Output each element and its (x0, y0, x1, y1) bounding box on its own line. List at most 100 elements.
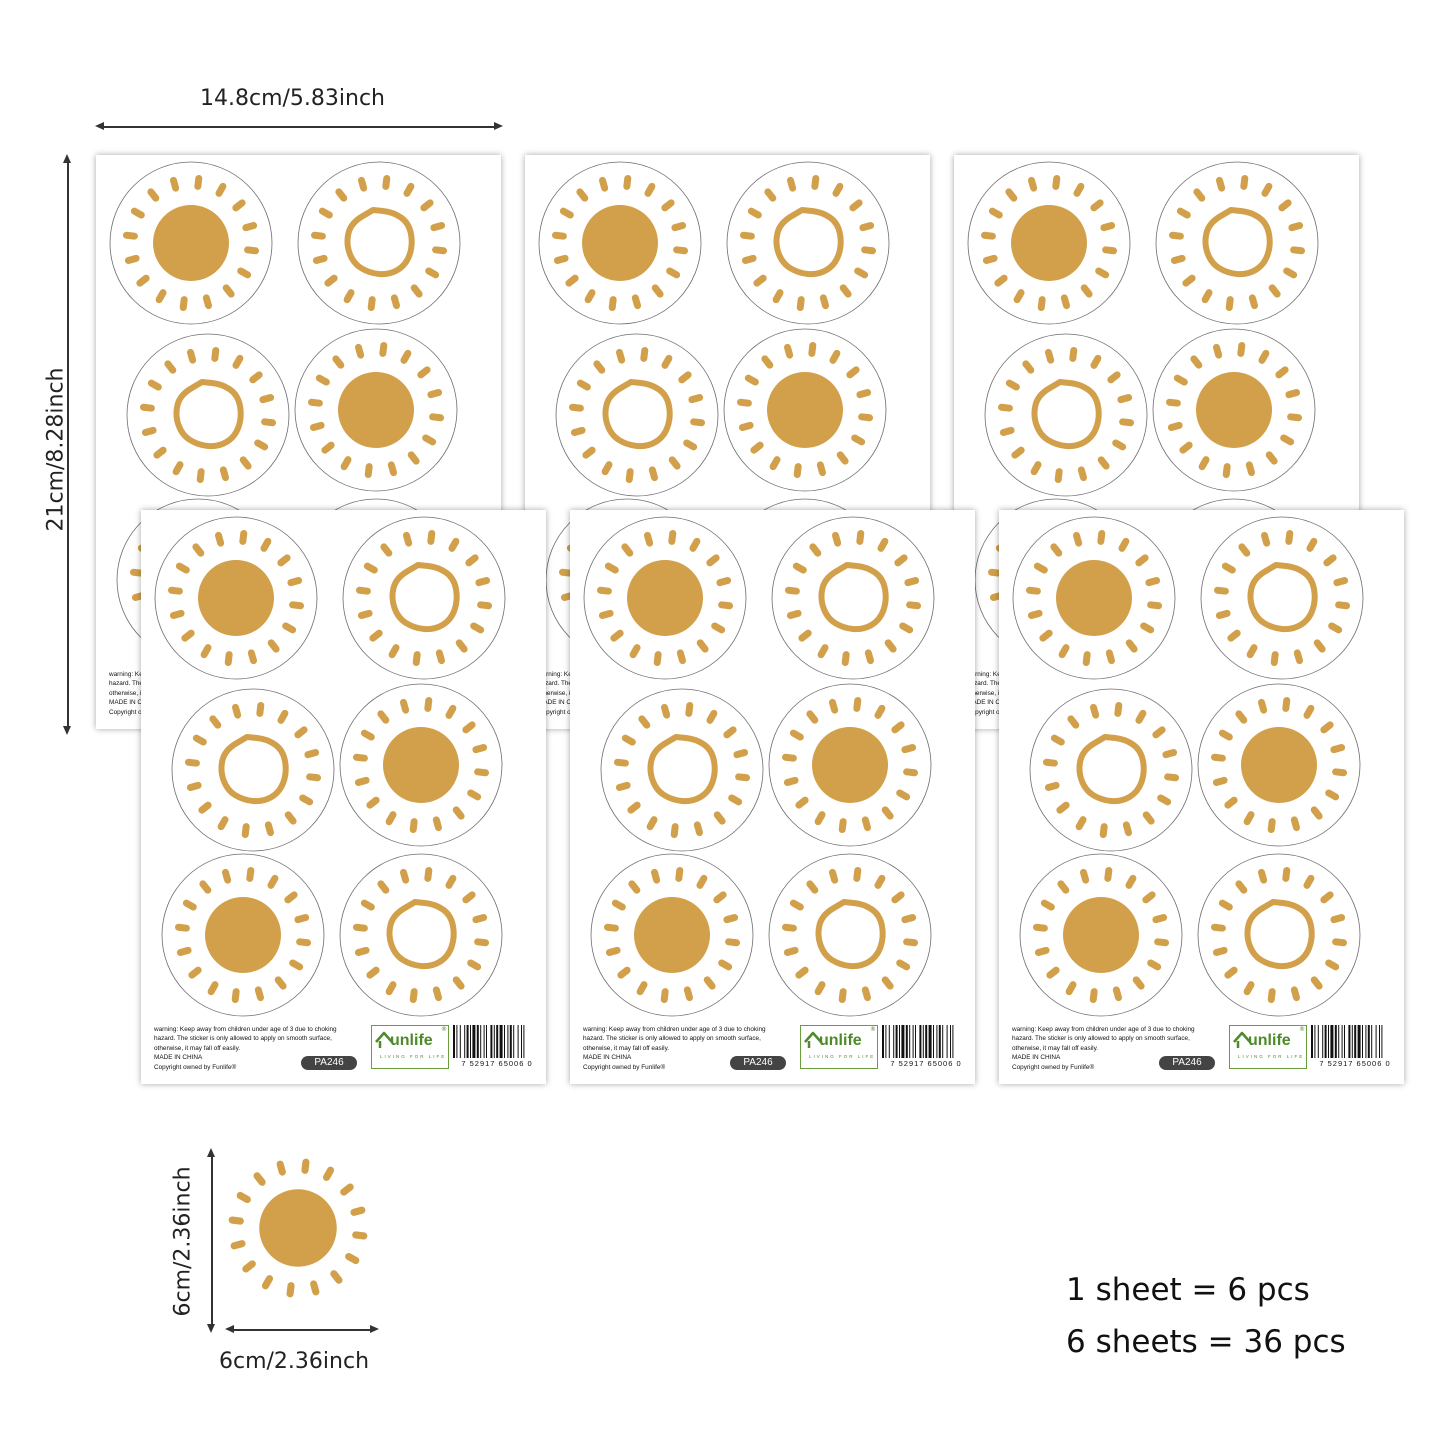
product-code-badge: PA246 (301, 1056, 357, 1070)
brand-logo-text: unlife (390, 1032, 433, 1049)
filled-sun-icon (980, 174, 1118, 312)
warning-line: Copyright owned by Funlife® (1012, 1063, 1095, 1071)
sticker-circle (339, 683, 503, 847)
outline-sun-icon (1213, 529, 1351, 667)
sticker-circle (590, 853, 754, 1017)
warning-line: otherwise, it may fall off easily. (154, 1044, 241, 1052)
barcode-number: 7 52917 65006 0 (890, 1059, 962, 1068)
outline-sun-icon (1210, 866, 1348, 1004)
single-sun-sticker (228, 1158, 368, 1298)
sticker-sheet: warning: Keep away from children under a… (570, 510, 975, 1084)
filled-sun-icon (1165, 341, 1303, 479)
barcode-icon (453, 1025, 525, 1058)
house-icon (375, 1031, 393, 1048)
registered-icon: ® (441, 1026, 447, 1033)
filled-sun-icon (228, 1158, 368, 1298)
product-code-badge: PA246 (730, 1056, 786, 1070)
barcode-icon (882, 1025, 954, 1058)
filled-sun-icon (603, 866, 741, 1004)
sheet-width-label: 14.8cm/5.83inch (200, 86, 386, 111)
sticker-circle (555, 333, 719, 497)
sticker-circle (297, 161, 461, 325)
sticker-circle (967, 161, 1131, 325)
warning-line: MADE IN CHINA (967, 699, 1016, 707)
sticker-circle (984, 333, 1148, 497)
brand-logo-text: unlife (1248, 1032, 1291, 1049)
warning-line: otherwise, it may fall off easily. (583, 1044, 670, 1052)
sticker-circle (583, 516, 747, 680)
outline-sun-icon (613, 701, 751, 839)
sticker-circle (171, 688, 335, 852)
sheet-height-label: 21cm/8.28inch (43, 367, 69, 532)
warning-line: MADE IN CHINA (109, 699, 158, 707)
sticker-circle (154, 516, 318, 680)
brand-logo: unlife LIVING FOR LIFE ® (1229, 1025, 1307, 1069)
warning-line: hazard. The sticker is only allowed to a… (583, 1035, 761, 1043)
outline-sun-icon (997, 346, 1135, 484)
sticker-sheet: warning: Keep away from children under a… (999, 510, 1404, 1084)
warning-line: MADE IN CHINA (1012, 1054, 1061, 1062)
sticker-circle (726, 161, 890, 325)
outline-sun-icon (1042, 701, 1180, 839)
sticker-circle (723, 328, 887, 492)
barcode-number: 7 52917 65006 0 (1319, 1059, 1391, 1068)
sticker-circle (538, 161, 702, 325)
sticker-sheet: warning: Keep away from children under a… (141, 510, 546, 1084)
outline-sun-icon (184, 701, 322, 839)
brand-logo-text: unlife (819, 1032, 862, 1049)
warning-text: warning: Keep away from children under a… (154, 1025, 394, 1072)
filled-sun-icon (352, 696, 490, 834)
warning-line: Copyright owned by Funlife® (154, 1063, 237, 1071)
filled-sun-icon (596, 529, 734, 667)
sticker-circle (109, 161, 273, 325)
registered-icon: ® (870, 1026, 876, 1033)
pcs-per-sheet-text: 1 sheet = 6 pcs (1066, 1272, 1310, 1308)
warning-line: warning: Keep away from children under a… (154, 1026, 337, 1033)
registered-icon: ® (1299, 1026, 1305, 1033)
warning-line: MADE IN CHINA (538, 699, 587, 707)
sticker-circle (768, 853, 932, 1017)
warning-line: warning: Keep away from children under a… (1012, 1026, 1195, 1033)
filled-sun-icon (781, 696, 919, 834)
sticker-width-label: 6cm/2.36inch (219, 1349, 370, 1374)
warning-line: warning: Keep away from children under a… (583, 1026, 766, 1033)
barcode-icon (1311, 1025, 1383, 1058)
filled-sun-icon (1032, 866, 1170, 1004)
sticker-circle (1019, 853, 1183, 1017)
filled-sun-icon (1210, 696, 1348, 834)
filled-sun-icon (307, 341, 445, 479)
sticker-circle (600, 688, 764, 852)
house-icon (804, 1031, 822, 1048)
sticker-circle (161, 853, 325, 1017)
brand-logo: unlife LIVING FOR LIFE ® (800, 1025, 878, 1069)
warning-text: warning: Keep away from children under a… (1012, 1025, 1252, 1072)
outline-sun-icon (739, 174, 877, 312)
sticker-height-label: 6cm/2.36inch (170, 1166, 196, 1317)
filled-sun-icon (551, 174, 689, 312)
sticker-circle (1155, 161, 1319, 325)
sticker-circle (1200, 516, 1364, 680)
warning-line: otherwise, it may fall off easily. (1012, 1044, 1099, 1052)
brand-logo: unlife LIVING FOR LIFE ® (371, 1025, 449, 1069)
filled-sun-icon (1025, 529, 1163, 667)
outline-sun-icon (139, 346, 277, 484)
filled-sun-icon (122, 174, 260, 312)
warning-line: MADE IN CHINA (154, 1054, 203, 1062)
warning-line: Copyright owned by Funlife® (583, 1063, 666, 1071)
sticker-circle (294, 328, 458, 492)
filled-sun-icon (174, 866, 312, 1004)
sticker-circle (339, 853, 503, 1017)
sticker-circle (1012, 516, 1176, 680)
product-code-badge: PA246 (1159, 1056, 1215, 1070)
warning-line: hazard. The sticker is only allowed to a… (1012, 1035, 1190, 1043)
brand-tagline: LIVING FOR LIFE (1238, 1054, 1305, 1059)
barcode-number: 7 52917 65006 0 (461, 1059, 533, 1068)
outline-sun-icon (1168, 174, 1306, 312)
brand-tagline: LIVING FOR LIFE (380, 1054, 447, 1059)
sticker-circle (126, 333, 290, 497)
total-pcs-text: 6 sheets = 36 pcs (1066, 1324, 1346, 1360)
filled-sun-icon (736, 341, 874, 479)
sticker-circle (1152, 328, 1316, 492)
outline-sun-icon (568, 346, 706, 484)
sticker-circle (1029, 688, 1193, 852)
